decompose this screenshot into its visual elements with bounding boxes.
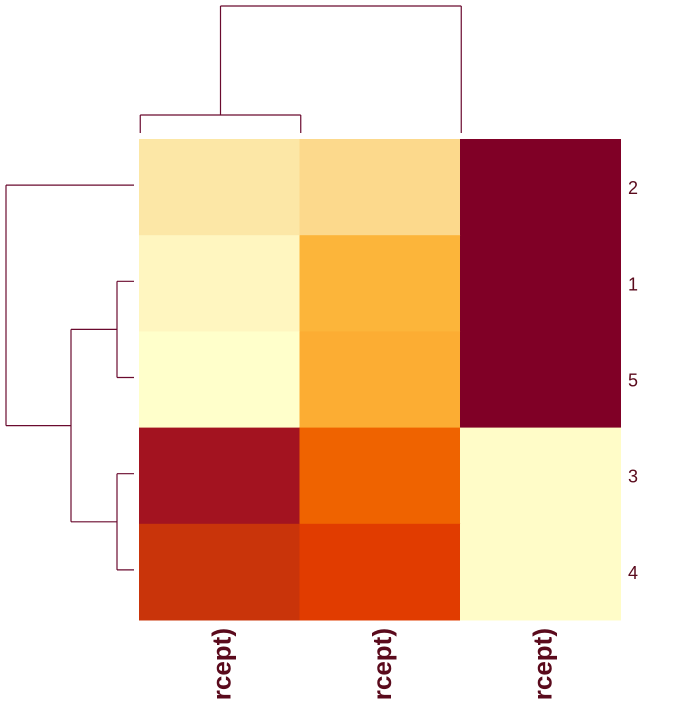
heatmap-cell-r1-c3	[460, 139, 621, 236]
heatmap-cell-r2-c3	[460, 235, 621, 332]
heatmap-cell-r4-c3	[460, 427, 621, 525]
column-label-1: rcept)	[206, 628, 236, 700]
row-label-3: 3	[628, 467, 638, 487]
heatmap-cell-r1-c2	[299, 139, 461, 236]
heatmap-cell-r4-c1	[139, 427, 300, 525]
column-label-2: rcept)	[367, 628, 397, 700]
heatmap-cell-r3-c1	[139, 331, 300, 429]
heatmap-cell-r5-c2	[299, 523, 461, 621]
column-label-3: rcept)	[527, 628, 557, 700]
row-label-1: 1	[628, 274, 638, 294]
heatmap-cell-r5-c1	[139, 523, 300, 621]
row-label-4: 4	[628, 563, 638, 583]
heatmap-cell-r3-c3	[460, 331, 621, 429]
heatmap-cell-r5-c3	[460, 523, 621, 621]
row-label-5: 5	[628, 371, 638, 391]
heatmap-cell-r2-c1	[139, 235, 300, 332]
row-label-2: 2	[628, 178, 638, 198]
heatmap-cell-r3-c2	[299, 331, 461, 429]
heatmap-cell-r1-c1	[139, 139, 300, 236]
heatmap-cell-r4-c2	[299, 427, 461, 525]
heatmap-cell-r2-c2	[299, 235, 461, 332]
